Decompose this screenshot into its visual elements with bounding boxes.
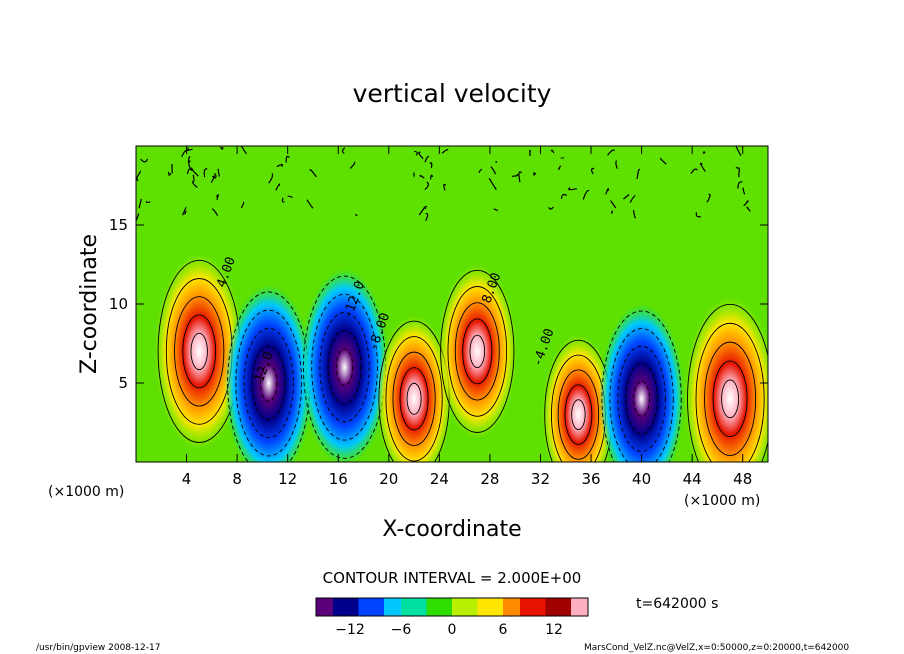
colorbar-segment <box>511 598 521 616</box>
x-tick-label: 8 <box>232 470 242 488</box>
colorbar-segment <box>324 598 334 616</box>
colorbar-segment <box>503 598 512 616</box>
colorbar-segment <box>460 598 470 616</box>
field-cell <box>376 314 453 462</box>
colorbar-segment <box>579 598 589 616</box>
colorbar-segment <box>486 598 495 616</box>
x-tick-label: 44 <box>683 470 702 488</box>
x-tick-label: 32 <box>531 470 550 488</box>
colorbar-ticks: −12 −6 0 6 12 <box>335 622 563 638</box>
x-tick-label: 16 <box>329 470 348 488</box>
colorbar-segment <box>443 598 453 616</box>
colorbar-tick-label: 12 <box>545 622 563 638</box>
y-tick-label: 10 <box>109 295 128 313</box>
y-axis-label: Z-coordinate <box>77 234 102 374</box>
x-axis-units-right: (×1000 m) <box>684 493 760 509</box>
colorbar-frame <box>315 597 589 617</box>
colorbar-segment <box>375 598 385 616</box>
footer-left: /usr/bin/gpview 2008-12-17 <box>36 643 160 653</box>
colorbar-tick-label: 6 <box>499 622 508 638</box>
colorbar-tick-label: −12 <box>335 622 365 638</box>
x-axis-label: X-coordinate <box>382 517 521 542</box>
colorbar-segment <box>452 598 461 616</box>
field-cell <box>154 253 244 450</box>
colorbar-segment <box>350 598 359 616</box>
y-tick-label: 5 <box>118 374 128 392</box>
field-cell <box>300 268 389 462</box>
colorbar-segment <box>435 598 444 616</box>
colorbar-segment <box>477 598 487 616</box>
colorbar-segment <box>333 598 342 616</box>
colorbar-segment <box>426 598 436 616</box>
field-cell <box>437 263 517 439</box>
contour-interval-label: CONTOUR INTERVAL = 2.000E+00 <box>323 569 582 587</box>
x-tick-label: 28 <box>480 470 499 488</box>
colorbar-segment <box>571 598 580 616</box>
field-cell <box>542 334 615 462</box>
colorbar-segment <box>392 598 402 616</box>
colorbar-tick-label: −6 <box>391 622 412 638</box>
colorbar-segment <box>545 598 555 616</box>
x-tick-label: 36 <box>581 470 600 488</box>
colorbar-segment <box>367 598 376 616</box>
colorbar-segment <box>316 598 325 616</box>
field-cell <box>224 284 314 462</box>
colorbar-segment <box>494 598 504 616</box>
field-cells <box>154 253 768 462</box>
contour-lines <box>136 146 751 223</box>
colorbar-segment <box>409 598 419 616</box>
x-tick-label: 20 <box>379 470 398 488</box>
x-tick-label: 24 <box>430 470 449 488</box>
colorbar-segment <box>384 598 393 616</box>
colorbar-segment <box>341 598 351 616</box>
colorbar-segment <box>401 598 410 616</box>
colorbar-segment <box>418 598 427 616</box>
plot-area <box>136 146 768 462</box>
y-axis-ticks: 5 10 15 <box>109 216 768 392</box>
colorbar-segment <box>469 598 478 616</box>
field-cell <box>598 304 685 462</box>
colorbar-segment <box>520 598 529 616</box>
colorbar-segment <box>554 598 563 616</box>
colorbar-segment <box>562 598 572 616</box>
time-label: t=642000 s <box>636 596 718 612</box>
colorbar-segment <box>528 598 538 616</box>
field-cell <box>684 296 768 462</box>
colorbar-segment <box>537 598 546 616</box>
x-axis-ticks: 4 8 12 16 20 24 28 32 36 40 44 48 <box>182 146 752 488</box>
colorbar <box>315 597 589 617</box>
chart-title: vertical velocity <box>353 79 552 108</box>
colorbar-segment <box>358 598 368 616</box>
x-tick-label: 40 <box>632 470 651 488</box>
y-tick-label: 15 <box>109 216 128 234</box>
x-axis-units-left: (×1000 m) <box>48 484 124 500</box>
x-tick-label: 48 <box>733 470 752 488</box>
x-tick-label: 12 <box>278 470 297 488</box>
x-tick-label: 4 <box>182 470 192 488</box>
colorbar-tick-label: 0 <box>448 622 457 638</box>
footer-right: MarsCond_VelZ.nc@VelZ,x=0:50000,z=0:2000… <box>584 643 849 653</box>
contour-texture <box>136 146 751 223</box>
